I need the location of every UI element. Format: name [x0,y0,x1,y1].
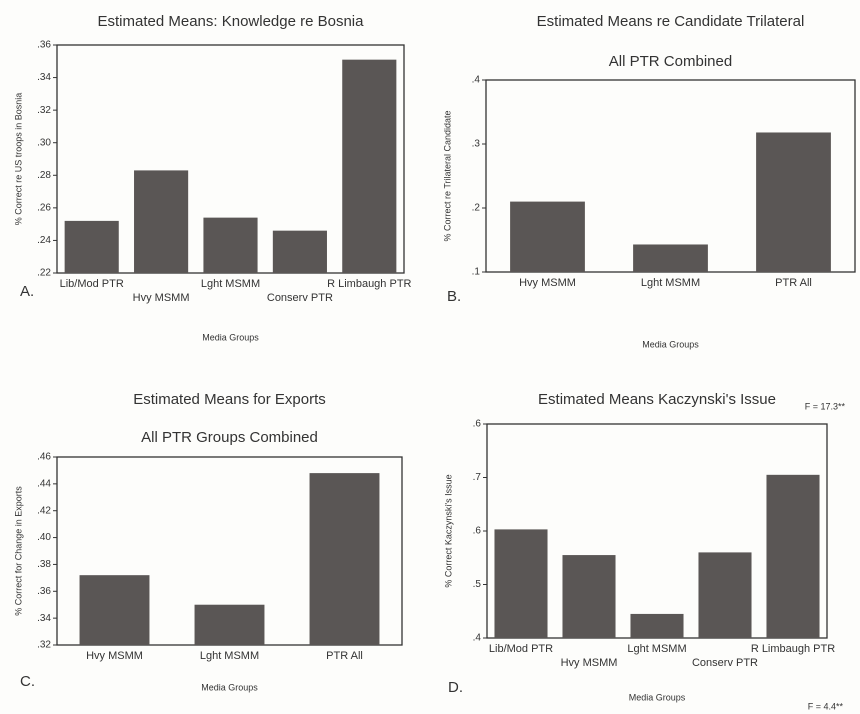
y-tick-label: .38 [37,559,51,570]
y-tick-label: .7 [473,472,482,483]
y-tick-label: .32 [37,640,51,651]
y-axis-label: % Correct re US troops in Bosnia [13,93,23,226]
x-axis-label: Media Groups [202,332,259,342]
x-tick-label: Lght MSMM [641,277,700,289]
y-axis-label: % Correct re Trilateral Candidate [442,110,452,241]
y-tick-label: .26 [37,202,51,213]
x-tick-label: Conserv PTR [692,657,758,669]
bar [79,575,150,645]
x-tick-label: Lght MSMM [627,643,686,655]
y-tick-label: .44 [37,478,51,489]
y-tick-label: .4 [473,633,482,644]
x-tick-label: Conserv PTR [267,292,333,304]
y-tick-label: .28 [37,170,51,181]
chart-title: Estimated Means re Candidate Trilateral [537,13,805,30]
y-tick-label: .6 [473,419,482,430]
x-tick-label: Hvy MSMM [519,277,576,289]
x-axis-label: Media Groups [629,692,686,702]
bar [698,552,752,638]
bar [203,217,258,273]
y-axis-label: % Correct Kaczynski's Issue [443,474,453,587]
bar [64,220,119,273]
bar [630,613,684,638]
y-tick-label: .2 [472,203,481,214]
y-tick-label: .4 [472,75,481,86]
bar [562,555,616,638]
y-tick-label: .46 [37,452,51,463]
bar [272,230,327,273]
y-tick-label: .40 [37,532,51,543]
panel-letter: D. [448,679,463,696]
y-axis-label: % Correct for Change in Exports [13,486,23,616]
y-tick-label: .6 [473,526,482,537]
panel-letter: A. [20,283,34,300]
x-axis-label: Media Groups [201,682,258,692]
panel-letter: B. [447,288,461,305]
x-tick-label: PTR All [775,277,812,289]
y-tick-label: .36 [37,40,51,51]
x-tick-label: Hvy MSMM [561,657,618,669]
x-tick-label: PTR All [326,650,363,662]
x-tick-label: Hvy MSMM [86,650,143,662]
x-tick-label: Lght MSMM [201,278,260,290]
y-tick-label: .30 [37,137,51,148]
bar [633,244,708,272]
y-tick-label: .42 [37,505,51,516]
y-tick-label: .24 [37,235,51,246]
bar [194,604,265,645]
chart-title: Estimated Means: Knowledge re Bosnia [98,13,365,30]
chart-subtitle: All PTR Combined [609,53,732,70]
y-tick-label: .34 [37,72,51,83]
bar [766,474,820,638]
x-tick-label: R Limbaugh PTR [327,278,411,290]
bar [342,59,397,274]
bar [494,529,548,638]
chart-title: Estimated Means for Exports [133,391,326,408]
y-tick-label: .36 [37,586,51,597]
annotation: F = 4.4** [808,701,844,711]
panel-letter: C. [20,673,35,690]
x-tick-label: Lib/Mod PTR [489,643,553,655]
bar [134,170,189,273]
y-tick-label: .22 [37,268,51,279]
y-tick-label: .34 [37,613,51,624]
x-axis-label: Media Groups [642,339,699,349]
chart-title: Estimated Means Kaczynski's Issue [538,391,776,408]
bar [309,473,380,645]
x-tick-label: Lib/Mod PTR [60,278,124,290]
annotation: F = 17.3** [805,401,846,411]
y-tick-label: .32 [37,105,51,116]
bar [510,201,585,272]
x-tick-label: R Limbaugh PTR [751,643,835,655]
bar [756,132,831,272]
x-tick-label: Hvy MSMM [133,292,190,304]
y-tick-label: .1 [472,267,481,278]
chart-subtitle: All PTR Groups Combined [141,429,318,446]
x-tick-label: Lght MSMM [200,650,259,662]
y-tick-label: .5 [473,579,482,590]
y-tick-label: .3 [472,139,481,150]
